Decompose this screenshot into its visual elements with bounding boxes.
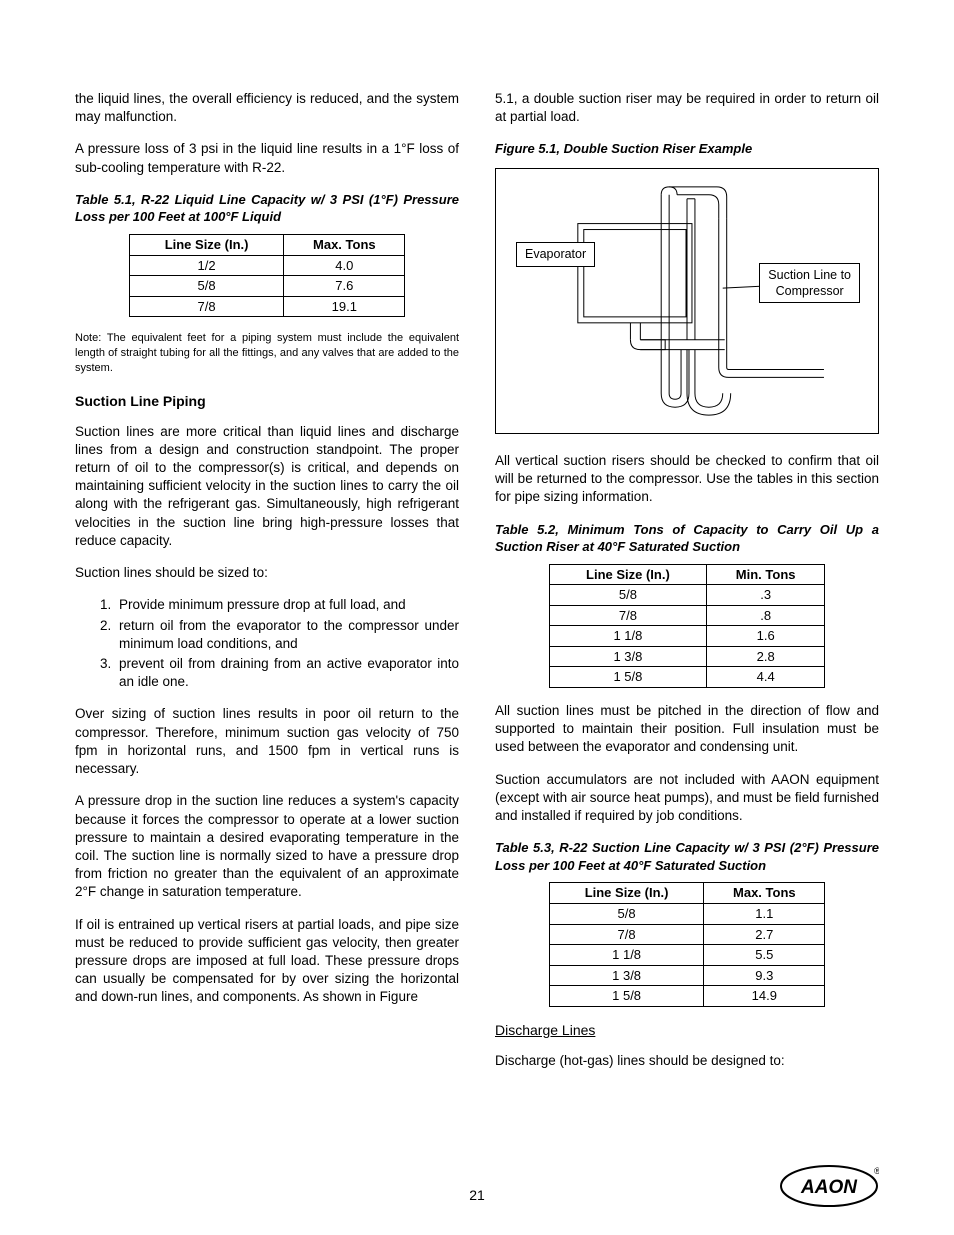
table-header: Line Size (In.) [549, 883, 704, 904]
table-header: Line Size (In.) [549, 564, 706, 585]
table-cell: 5/8 [549, 585, 706, 606]
table-cell: 1 5/8 [549, 667, 706, 688]
table-cell: 1/2 [129, 255, 284, 276]
table-5-2: Line Size (In.) Min. Tons 5/8.3 7/8.8 1 … [549, 564, 825, 688]
suction-size-list: Provide minimum pressure drop at full lo… [115, 596, 459, 691]
paragraph: the liquid lines, the overall efficiency… [75, 90, 459, 126]
table-cell: 7/8 [549, 924, 704, 945]
table-cell: 1.1 [704, 903, 825, 924]
svg-text:AAON: AAON [800, 1177, 858, 1198]
table-cell: 1 1/8 [549, 626, 706, 647]
table-5-3: Line Size (In.) Max. Tons 5/81.1 7/82.7 … [549, 882, 825, 1006]
table-note: Note: The equivalent feet for a piping s… [75, 331, 459, 376]
table-5-3-caption: Table 5.3, R-22 Suction Line Capacity w/… [495, 839, 879, 874]
list-item: return oil from the evaporator to the co… [115, 617, 459, 653]
table-header: Max. Tons [704, 883, 825, 904]
table-cell: 4.4 [707, 667, 825, 688]
table-cell: .3 [707, 585, 825, 606]
table-cell: 5/8 [129, 276, 284, 297]
suction-line-label: Suction Line to Compressor [759, 263, 860, 304]
aaon-logo-icon: AAON ® [779, 1164, 879, 1208]
list-item: Provide minimum pressure drop at full lo… [115, 596, 459, 614]
figure-5-1: Evaporator Suction Line to Compressor [495, 168, 879, 434]
paragraph: Suction accumulators are not included wi… [495, 771, 879, 826]
table-cell: 19.1 [284, 296, 405, 317]
table-header: Line Size (In.) [129, 234, 284, 255]
table-cell: 14.9 [704, 986, 825, 1007]
paragraph: Suction lines should be sized to: [75, 564, 459, 582]
table-cell: 5/8 [549, 903, 704, 924]
paragraph: If oil is entrained up vertical risers a… [75, 916, 459, 1007]
table-header: Min. Tons [707, 564, 825, 585]
paragraph: A pressure drop in the suction line redu… [75, 792, 459, 901]
list-item: prevent oil from draining from an active… [115, 655, 459, 691]
table-cell: 9.3 [704, 965, 825, 986]
table-cell: 1 3/8 [549, 965, 704, 986]
table-cell: 1 1/8 [549, 945, 704, 966]
table-cell: 7.6 [284, 276, 405, 297]
table-5-1-caption: Table 5.1, R-22 Liquid Line Capacity w/ … [75, 191, 459, 226]
table-5-2-caption: Table 5.2, Minimum Tons of Capacity to C… [495, 521, 879, 556]
evaporator-label: Evaporator [516, 242, 595, 267]
suction-heading: Suction Line Piping [75, 392, 459, 411]
left-column: the liquid lines, the overall efficiency… [75, 90, 459, 1084]
table-5-1: Line Size (In.) Max. Tons 1/24.0 5/87.6 … [129, 234, 405, 317]
discharge-heading: Discharge Lines [495, 1021, 879, 1040]
table-cell: 4.0 [284, 255, 405, 276]
table-header: Max. Tons [284, 234, 405, 255]
figure-5-1-caption: Figure 5.1, Double Suction Riser Example [495, 140, 879, 158]
paragraph: Over sizing of suction lines results in … [75, 705, 459, 778]
paragraph: Suction lines are more critical than liq… [75, 423, 459, 551]
table-cell: .8 [707, 605, 825, 626]
table-cell: 1 5/8 [549, 986, 704, 1007]
paragraph: 5.1, a double suction riser may be requi… [495, 90, 879, 126]
label-text: Suction Line to [768, 268, 851, 282]
table-cell: 1.6 [707, 626, 825, 647]
paragraph: All suction lines must be pitched in the… [495, 702, 879, 757]
svg-text:®: ® [874, 1166, 879, 1176]
table-cell: 2.7 [704, 924, 825, 945]
paragraph: Discharge (hot-gas) lines should be desi… [495, 1052, 879, 1070]
table-cell: 5.5 [704, 945, 825, 966]
label-text: Compressor [776, 284, 844, 298]
table-cell: 7/8 [129, 296, 284, 317]
table-cell: 1 3/8 [549, 646, 706, 667]
paragraph: A pressure loss of 3 psi in the liquid l… [75, 140, 459, 176]
table-cell: 7/8 [549, 605, 706, 626]
paragraph: All vertical suction risers should be ch… [495, 452, 879, 507]
aaon-logo: AAON ® [779, 1164, 879, 1213]
table-cell: 2.8 [707, 646, 825, 667]
right-column: 5.1, a double suction riser may be requi… [495, 90, 879, 1084]
